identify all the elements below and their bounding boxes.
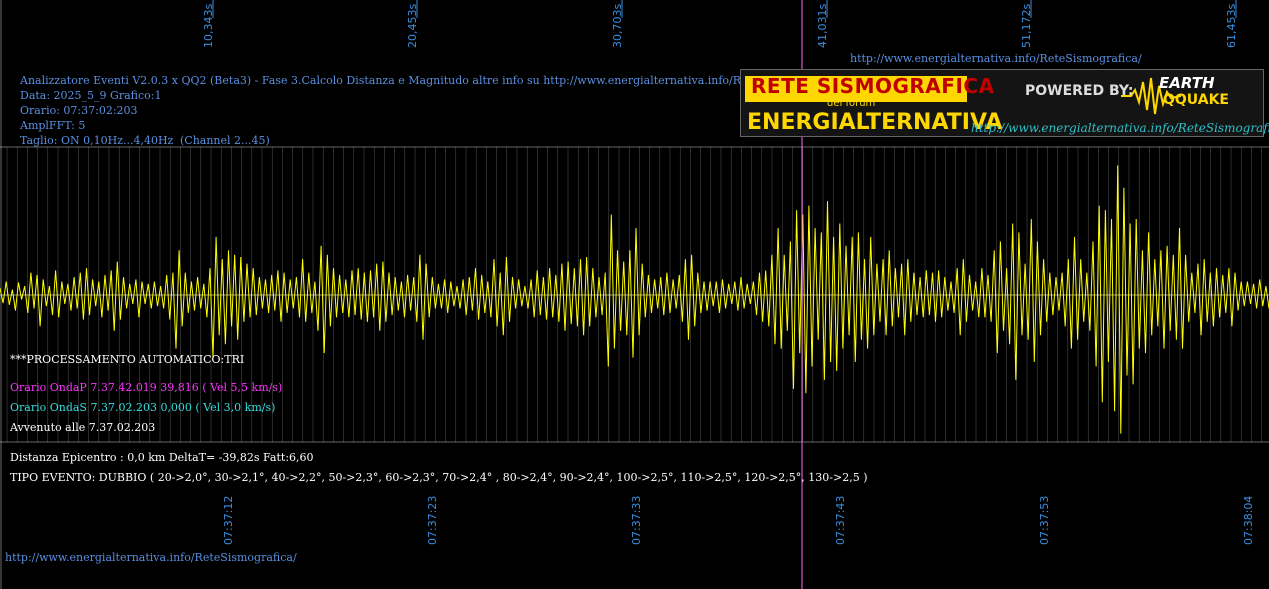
- seismic-wave-icon: [1121, 77, 1181, 115]
- top-url[interactable]: http://www.energialternativa.info/ReteSi…: [850, 52, 1142, 65]
- rete-sismografica-logo[interactable]: RETE SISMOGRAFICA del forum ENERGIALTERN…: [740, 69, 1269, 137]
- top-axis-label: 20,453s: [406, 3, 419, 48]
- event-type: TIPO EVENTO: DUBBIO ( 20->2,0°, 30->2,1°…: [10, 471, 868, 484]
- top-axis-label: 10,343s: [202, 3, 215, 48]
- bottom-axis-label: 07:37:53: [1038, 495, 1051, 545]
- logo-url[interactable]: http://www.energialternativa.info/ReteSi…: [971, 121, 1269, 135]
- logo-brand-qquake: QQUAKE: [1163, 92, 1229, 108]
- logo-brand-earth: EARTH: [1159, 74, 1215, 92]
- bottom-axis-label: 07:37:23: [426, 495, 439, 545]
- logo-forum-name: ENERGIALTERNATIVA: [747, 110, 1003, 135]
- header-filter: Taglio: ON 0,10Hz...4,40Hz: [20, 134, 174, 147]
- footer-url[interactable]: http://www.energialternativa.info/ReteSi…: [5, 551, 297, 564]
- header-ampl-fft: AmplFFT: 5: [20, 119, 86, 132]
- logo-subtitle: del forum: [827, 98, 876, 109]
- seismic-trace-line: [0, 165, 1269, 434]
- bottom-axis-label: 07:38:04: [1242, 495, 1255, 545]
- onda-s-time: Orario OndaS 7.37.02.203 0,000 ( Vel 3,0…: [10, 401, 276, 414]
- event-time: Avvenuto alle 7.37.02.203: [10, 421, 156, 434]
- top-axis-label: 30,703s: [611, 3, 624, 48]
- top-axis-label: 51,172s: [1020, 3, 1033, 48]
- top-axis-label: 61,453s: [1225, 3, 1238, 48]
- logo-banner-bg: [745, 76, 967, 102]
- header-date: Data: 2025_5_9 Grafico:1: [20, 89, 162, 102]
- header-title: Analizzatore Eventi V2.0.3 x QQ2 (Beta3)…: [20, 74, 786, 87]
- bottom-axis-label: 07:37:43: [834, 495, 847, 545]
- epicenter-distance: Distanza Epicentro : 0,0 km DeltaT= -39,…: [10, 451, 314, 464]
- onda-p-time: Orario OndaP 7.37.42.019 39,816 ( Vel 5,…: [10, 381, 283, 394]
- processing-label: ***PROCESSAMENTO AUTOMATICO:TRI: [10, 353, 245, 366]
- bottom-axis-label: 07:37:12: [222, 495, 235, 545]
- logo-title: RETE SISMOGRAFICA: [751, 74, 995, 98]
- logo-powered-by: POWERED BY:: [1025, 83, 1134, 99]
- top-axis-label: 41,031s: [816, 3, 829, 48]
- header-time: Orario: 07:37:02:203: [20, 104, 138, 117]
- bottom-axis-label: 07:37:33: [630, 495, 643, 545]
- top-axis-tick-marks: [212, 0, 1237, 18]
- header-channel: (Channel 2...45): [180, 134, 270, 147]
